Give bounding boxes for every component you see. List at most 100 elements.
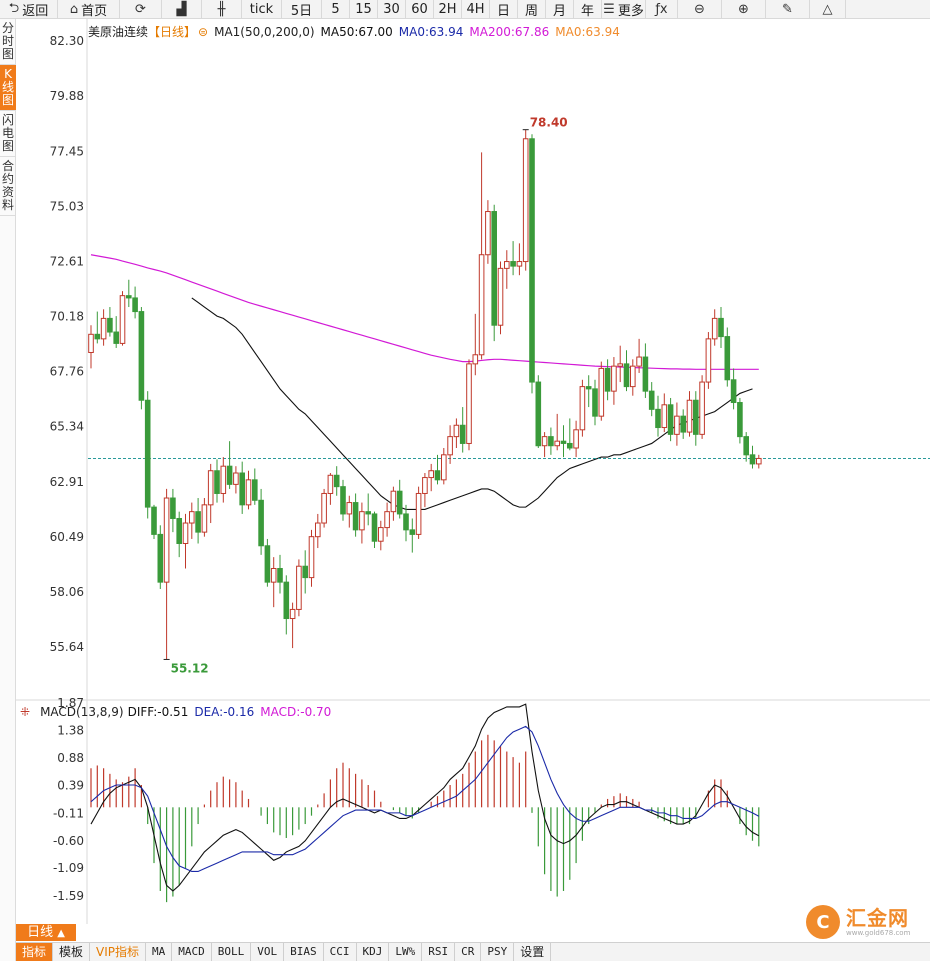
logo-name: 汇金网 — [846, 906, 909, 930]
candle-body — [201, 504, 208, 533]
indicator-tab-boll[interactable]: BOLL — [212, 943, 252, 961]
period-2h-button[interactable]: 2H — [434, 0, 462, 19]
settings-gear-icon[interactable]: ⊜ — [198, 25, 209, 39]
candle-body — [554, 440, 561, 447]
candle-body — [535, 381, 542, 447]
period-4h-button[interactable]: 4H — [462, 0, 490, 19]
period-月-button[interactable]: 月 — [546, 0, 574, 19]
candle-body — [592, 388, 598, 417]
candle-body — [226, 465, 233, 485]
candle-body — [447, 436, 453, 456]
indicator-tab-vol[interactable]: VOL — [251, 943, 285, 961]
macd-diff: DIFF:-0.51 — [127, 705, 189, 719]
period-5-button[interactable]: 5 — [322, 0, 350, 19]
draw-pen-button[interactable]: ✎ — [766, 0, 810, 19]
refresh-button[interactable]: ⟳ — [120, 0, 162, 19]
candle-body — [327, 474, 334, 494]
indicator-tab-指标[interactable]: 指标 — [16, 943, 54, 961]
toolbar-label: tick — [249, 2, 274, 17]
candle-body — [491, 211, 497, 326]
menu-button[interactable]: ☰ 更多 — [602, 0, 646, 19]
candlestick-button[interactable]: ╫ — [202, 0, 242, 19]
candle-body — [302, 565, 308, 579]
candle-body — [113, 331, 120, 344]
macd-tick-label: 0.39 — [57, 779, 84, 793]
candle-body — [642, 356, 649, 392]
candle-body — [189, 511, 195, 524]
candle-body — [396, 490, 403, 515]
macd-settings-icon[interactable]: ⁜ — [20, 705, 31, 719]
indicator-tab-模板[interactable]: 模板 — [53, 943, 91, 961]
candle-body — [415, 492, 422, 535]
toolbar-label: 月 — [552, 4, 566, 19]
candle-body — [264, 545, 271, 583]
period-selector[interactable]: 日线 ▲ — [16, 924, 76, 941]
indicator-tab-cr[interactable]: CR — [455, 943, 482, 961]
ma-params: MA1(50,0,200,0) — [214, 25, 315, 39]
back-arrow-icon: ⮌ — [8, 0, 20, 16]
function-button[interactable]: ƒx — [646, 0, 678, 19]
candle-body — [529, 138, 535, 383]
draw-pen-icon: ✎ — [782, 2, 793, 17]
indicator-tab-rsi[interactable]: RSI — [422, 943, 456, 961]
candle-body — [705, 338, 712, 383]
triangle-button[interactable]: △ — [810, 0, 846, 19]
toolbar-label: 2H — [438, 2, 457, 17]
macd-tick-label: -1.09 — [53, 861, 84, 875]
period-15-button[interactable]: 15 — [350, 0, 378, 19]
zoom-in-button[interactable]: ⊕ — [722, 0, 766, 19]
period-5日-button[interactable]: 5日 — [282, 0, 322, 19]
kline-chart[interactable]: 82.30 79.88 77.45 75.03 72.61 70.18 67.76 65.34… — [0, 19, 930, 924]
indicator-tab-lwpct[interactable]: LW% — [389, 943, 423, 961]
period-周-button[interactable]: 周 — [518, 0, 546, 19]
candle-body — [119, 295, 126, 344]
period-tick-button[interactable]: tick — [242, 0, 282, 19]
home-icon: ⌂ — [69, 2, 79, 17]
candle-body — [585, 386, 592, 390]
candle-body — [365, 511, 371, 515]
period-30-button[interactable]: 30 — [378, 0, 406, 19]
period-60-button[interactable]: 60 — [406, 0, 434, 19]
indicator-tab-bias[interactable]: BIAS — [284, 943, 324, 961]
indicator-tab-设置[interactable]: 设置 — [514, 943, 552, 961]
ma50-line — [191, 297, 753, 510]
indicator-tab-ma[interactable]: MA — [146, 943, 173, 961]
back-arrow-button[interactable]: ⮌ 返回 — [0, 0, 58, 19]
candle-body — [283, 581, 290, 620]
candle-body — [655, 408, 661, 429]
candle-body — [346, 502, 353, 515]
indicator-tab-macd[interactable]: MACD — [172, 943, 212, 961]
candle-body — [359, 511, 365, 531]
candle-body — [107, 317, 113, 333]
side-tab-1[interactable]: K线图 — [0, 65, 16, 111]
candle-body — [239, 472, 245, 506]
zoom-out-icon: ⊖ — [694, 2, 705, 17]
logo-url: www.gold678.com — [846, 929, 911, 937]
side-tab-3[interactable]: 合约资料 — [0, 157, 16, 216]
macd-dea-line — [90, 725, 760, 873]
candle-body — [560, 440, 567, 444]
symbol-name: 美原油连续 — [88, 25, 149, 39]
side-tab-0[interactable]: 分时图 — [0, 19, 16, 65]
candle-body — [352, 502, 359, 531]
indicator-tab-vip指标[interactable]: VIP指标 — [90, 943, 147, 961]
zoom-in-icon: ⊕ — [738, 2, 749, 17]
zoom-out-button[interactable]: ⊖ — [678, 0, 722, 19]
candle-body — [504, 261, 510, 269]
candle-body — [195, 511, 201, 533]
candle-body — [182, 522, 189, 544]
toolbar-label: 60 — [411, 2, 428, 17]
price-tick-label: 55.64 — [50, 640, 84, 654]
period-年-button[interactable]: 年 — [574, 0, 602, 19]
candle-body — [541, 436, 548, 447]
bar-chart-button[interactable]: ▟ — [162, 0, 202, 19]
indicator-tab-psy[interactable]: PSY — [481, 943, 515, 961]
indicator-tab-cci[interactable]: CCI — [324, 943, 357, 961]
home-button[interactable]: ⌂ 首页 — [58, 0, 120, 19]
period-日-button[interactable]: 日 — [490, 0, 518, 19]
candle-body — [630, 365, 636, 388]
price-tick-label: 65.34 — [50, 420, 84, 434]
indicator-tab-kdj[interactable]: KDJ — [357, 943, 390, 961]
side-tab-2[interactable]: 闪电图 — [0, 111, 16, 157]
